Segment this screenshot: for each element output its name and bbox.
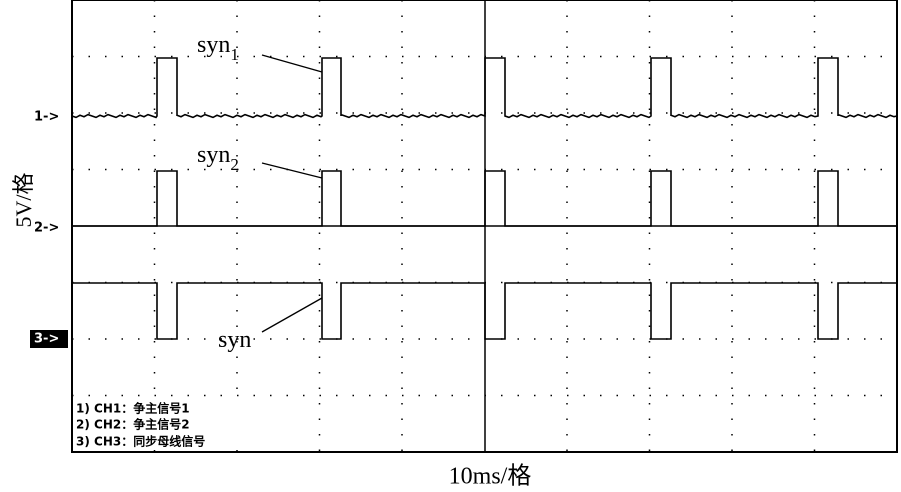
- legend-bg: [74, 398, 314, 450]
- annotation: syn2: [197, 142, 239, 174]
- legend-entry: 1) CH1：争主信号1: [76, 401, 190, 416]
- waveform: [72, 170, 897, 227]
- channel-marker: 2->: [34, 221, 59, 236]
- annotation: syn1: [197, 32, 239, 64]
- annotation: syn: [218, 327, 251, 353]
- leader-line: [261, 54, 323, 73]
- waveforms: [71, 57, 898, 340]
- annotation-subscript: 1: [230, 45, 239, 64]
- waveform: [71, 57, 898, 119]
- marker-box: [30, 330, 68, 348]
- annotation-text: syn: [197, 32, 230, 58]
- x-axis-label: 10ms/格: [449, 463, 532, 490]
- legend-entry: 2) CH2：争主信号2: [76, 417, 190, 432]
- leader-line: [261, 297, 323, 333]
- legend-entry: 3) CH3：同步母线信号: [76, 434, 205, 449]
- channel-marker: 3->: [34, 332, 59, 347]
- annotation-text: syn: [197, 142, 230, 168]
- leader-line: [261, 162, 323, 179]
- annotation-subscript: 2: [230, 155, 239, 174]
- waveform: [72, 282, 897, 340]
- y-axis-label: 5V/格: [11, 172, 36, 227]
- channel-marker: 1->: [34, 110, 59, 125]
